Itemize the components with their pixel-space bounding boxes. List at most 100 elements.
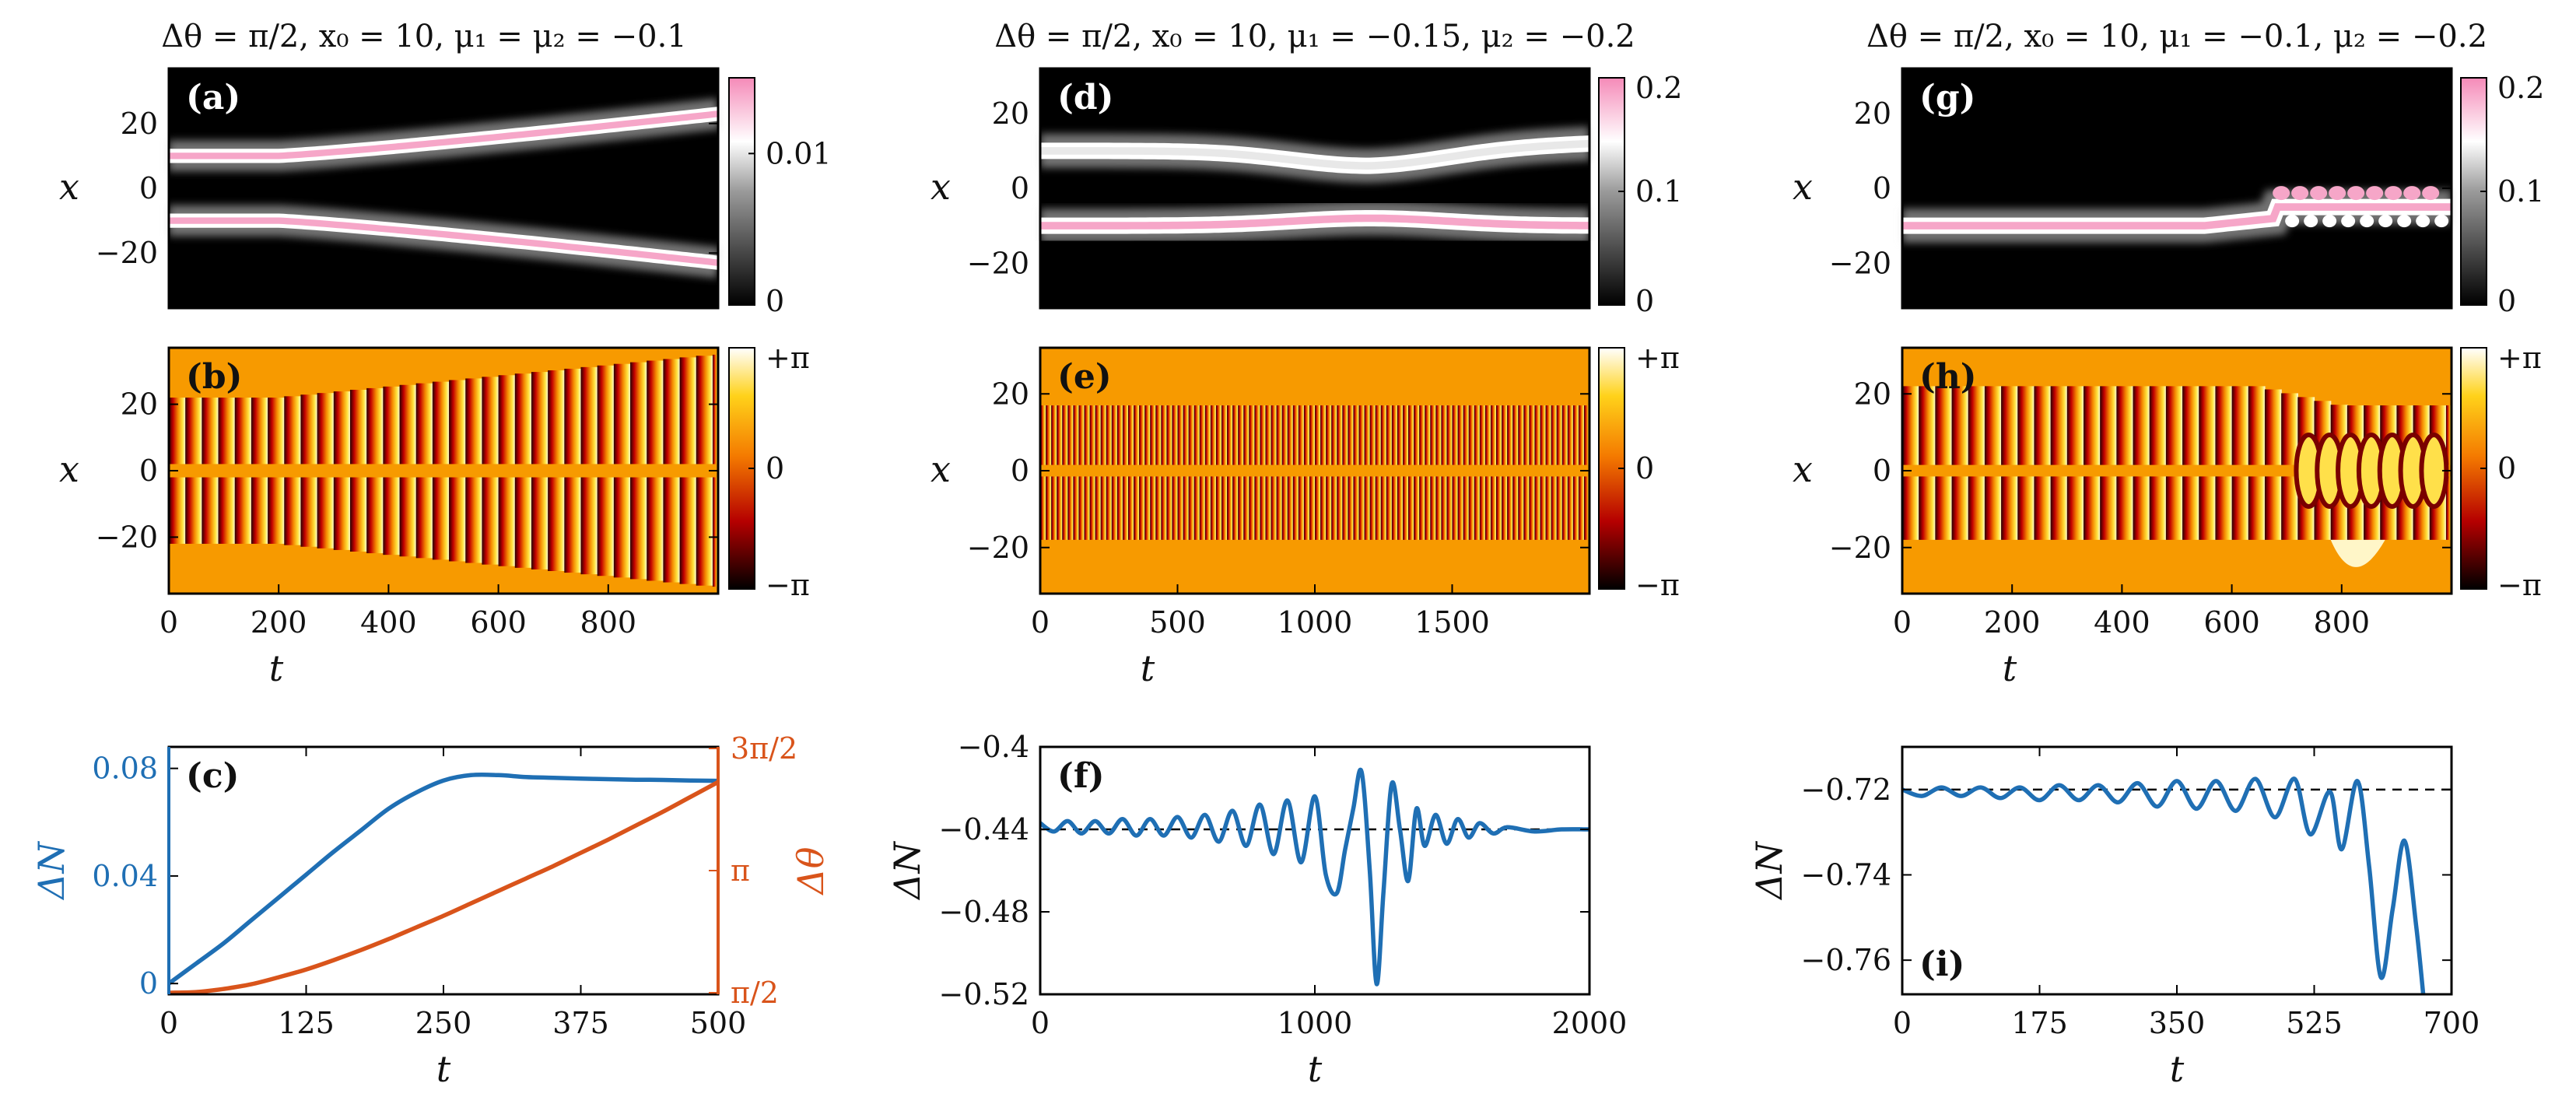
- data-point-c: [580, 778, 581, 779]
- phase-stripe-b: [498, 477, 516, 566]
- phase-stripe-e: [1122, 405, 1129, 465]
- phase-stripe-e: [1441, 405, 1448, 465]
- phase-stripe-e: [1468, 405, 1475, 465]
- phase-stripe-h: [2281, 393, 2298, 465]
- phase-stripe-e: [1155, 405, 1162, 465]
- phase-stripe-b: [349, 389, 367, 464]
- phase-stripe-e: [1139, 476, 1145, 540]
- colorbar-label-h: +π: [2497, 341, 2542, 375]
- ytick-label-d: 0: [1011, 171, 1029, 205]
- phase-stripe-b: [548, 370, 565, 464]
- phase-stripe-e: [1270, 476, 1277, 540]
- phase-stripe-e: [1529, 476, 1535, 540]
- phase-stripe-e: [1210, 476, 1217, 540]
- phase-stripe-e: [1303, 476, 1310, 540]
- phase-stripe-e: [1106, 405, 1113, 465]
- data-point-c: [415, 927, 416, 928]
- phase-stripe-e: [1551, 405, 1558, 465]
- phase-stripe-b: [597, 477, 615, 577]
- phase-stripe-b: [482, 377, 499, 464]
- phase-stripe-h: [2199, 386, 2217, 465]
- data-point-i: [2216, 780, 2217, 781]
- phase-stripe-e: [1326, 405, 1332, 465]
- phase-stripe-e: [1572, 476, 1579, 540]
- series-i-left: [1902, 776, 2426, 994]
- ylabel-b: x: [59, 448, 79, 490]
- phase-stripe-e: [1095, 476, 1102, 540]
- phase-stripe-e: [1161, 476, 1167, 540]
- data-point-c: [361, 830, 362, 831]
- phase-stripe-h: [2100, 386, 2117, 465]
- phase-stripe-e: [1507, 476, 1513, 540]
- data-point-f: [1353, 808, 1354, 809]
- data-point-f: [1391, 783, 1392, 784]
- data-point-f: [1561, 829, 1562, 830]
- phase-stripe-e: [1309, 476, 1316, 540]
- phase-stripe-e: [1502, 405, 1508, 465]
- phase-stripe-e: [1062, 476, 1068, 540]
- phase-stripe-e: [1578, 476, 1585, 540]
- phase-stripe-b: [349, 477, 367, 552]
- data-point-c: [388, 808, 389, 809]
- phase-stripe-h: [2248, 476, 2266, 540]
- phase-stripe-e: [1518, 405, 1524, 465]
- phase-stripe-h: [2017, 386, 2035, 465]
- phase-stripe-b: [383, 386, 401, 464]
- phase-stripe-e: [1238, 405, 1244, 465]
- phase-stripe-e: [1364, 476, 1371, 540]
- phase-stripe-e: [1062, 405, 1068, 465]
- phase-stripe-e: [1315, 476, 1321, 540]
- phase-stripe-e: [1073, 405, 1080, 465]
- colorbar-label-h: −π: [2497, 568, 2542, 602]
- phase-stripe-e: [1078, 405, 1085, 465]
- breather-blob: [2434, 215, 2449, 228]
- phase-stripe-h: [1968, 386, 1985, 465]
- phase-stripe-e: [1380, 476, 1387, 540]
- data-point-f: [1446, 843, 1447, 844]
- phase-stripe-e: [1463, 405, 1470, 465]
- phase-stripe-e: [1561, 476, 1568, 540]
- ytick-label-i: −0.76: [1801, 943, 1891, 977]
- phase-stripe-h: [2231, 386, 2249, 465]
- xtick-label-e: 1500: [1414, 605, 1490, 640]
- phase-stripe-h: [1902, 386, 1919, 465]
- phase-stripe-e: [1353, 405, 1360, 465]
- phase-stripe-e: [1380, 405, 1387, 465]
- phase-stripe-e: [1490, 405, 1497, 465]
- xtick-label-h: 400: [2094, 605, 2150, 640]
- data-point-i: [2118, 802, 2119, 803]
- plot-area-c: [169, 772, 718, 994]
- breather-blob: [2291, 186, 2309, 201]
- phase-stripe-e: [1232, 476, 1239, 540]
- phase-stripe-e: [1249, 405, 1255, 465]
- phase-stripe-b: [679, 477, 697, 584]
- phase-stripe-b: [317, 477, 335, 548]
- xtick-label-i: 0: [1893, 1006, 1912, 1040]
- xtick-label-b: 200: [251, 605, 307, 640]
- data-point-i: [1980, 787, 1981, 788]
- phase-stripe-b: [663, 477, 681, 583]
- phase-stripe-b: [300, 477, 318, 547]
- phase-stripe-e: [1479, 476, 1486, 540]
- phase-stripe-b: [415, 383, 433, 464]
- ylabel-e: x: [931, 448, 951, 490]
- data-point-c: [306, 969, 307, 970]
- phase-stripe-e: [1254, 476, 1260, 540]
- colorbar-label-b: −π: [766, 568, 810, 602]
- phase-stripe-e: [1529, 405, 1535, 465]
- ytick-label-a: 20: [121, 107, 158, 141]
- data-point-f: [1067, 821, 1068, 822]
- data-point-i: [2098, 785, 2099, 786]
- phase-stripe-e: [1386, 476, 1393, 540]
- phase-stripe-b: [333, 391, 351, 464]
- phase-stripe-b: [366, 387, 384, 464]
- xtick-label-f: 1000: [1277, 1006, 1353, 1040]
- phase-stripe-b: [234, 398, 252, 464]
- ytick-label-h: 20: [1854, 377, 1891, 411]
- data-point-f: [1416, 808, 1417, 809]
- xtick-label-c: 0: [159, 1006, 178, 1040]
- phase-stripe-e: [1166, 476, 1173, 540]
- phase-stripe-e: [1331, 405, 1337, 465]
- data-point-f: [1376, 983, 1377, 984]
- phase-stripe-e: [1495, 476, 1502, 540]
